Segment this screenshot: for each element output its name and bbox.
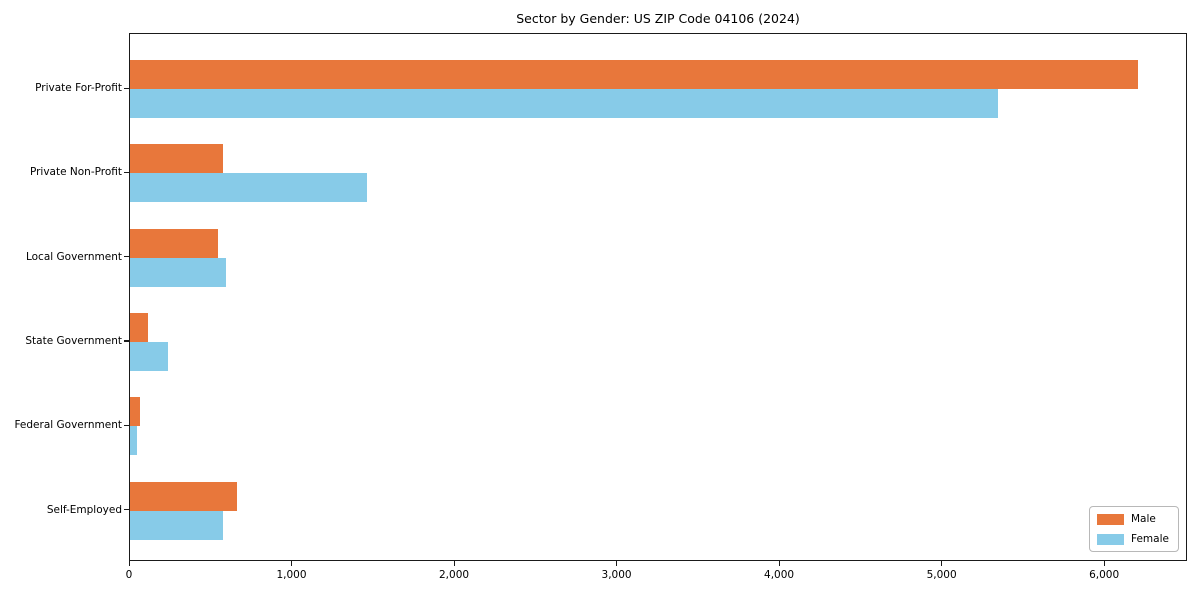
y-tick-mark: [124, 256, 129, 258]
bar-female-private-for-profit: [130, 89, 998, 118]
x-tick-label: 0: [125, 569, 133, 581]
x-tick-mark: [778, 561, 780, 566]
x-tick-mark: [616, 561, 618, 566]
x-tick-label: 5,000: [926, 569, 957, 581]
y-tick-label-state-government: State Government: [25, 334, 122, 347]
y-tick-mark: [124, 171, 129, 174]
y-tick-mark: [124, 340, 129, 342]
y-tick-label-private-for-profit: Private For-Profit: [35, 82, 122, 94]
x-tick-label: 2,000: [439, 569, 470, 581]
y-tick-label-private-non-profit: Private Non-Profit: [29, 166, 122, 179]
x-tick-mark: [128, 561, 130, 566]
legend: Male Female: [1089, 506, 1179, 552]
plot-area: [129, 33, 1187, 561]
y-tick-label-self-employed: Self-Employed: [46, 503, 122, 516]
x-tick-label: 6,000: [1089, 569, 1120, 581]
bar-male-federal-government: [130, 397, 140, 427]
x-tick-label: 4,000: [764, 569, 795, 581]
bar-male-private-non-profit: [130, 144, 224, 174]
bar-male-self-employed: [130, 481, 238, 511]
chart-title: Sector by Gender: US ZIP Code 04106 (202…: [516, 11, 800, 26]
bars-layer: [130, 34, 1186, 560]
legend-swatch-female-icon: [1097, 533, 1124, 545]
x-tick-mark: [453, 561, 455, 566]
y-tick-mark: [124, 87, 129, 89]
x-tick-label: 1,000: [276, 569, 307, 581]
bar-male-private-for-profit: [130, 60, 1138, 89]
bar-male-state-government: [130, 312, 148, 342]
legend-label-female: Female: [1131, 533, 1169, 545]
legend-swatch-male-icon: [1097, 513, 1124, 525]
y-tick-mark: [124, 509, 129, 511]
y-tick-mark: [124, 424, 129, 426]
bar-female-private-non-profit: [130, 173, 368, 203]
legend-item-female: Female: [1097, 533, 1171, 545]
x-tick-mark: [941, 561, 943, 566]
y-tick-label-local-government: Local Government: [25, 250, 122, 263]
y-tick-label-federal-government: Federal Government: [14, 419, 122, 432]
legend-label-male: Male: [1131, 513, 1156, 525]
bar-male-local-government: [130, 228, 218, 258]
bar-female-local-government: [130, 257, 226, 287]
x-tick-label: 3,000: [601, 569, 632, 581]
legend-item-male: Male: [1097, 513, 1171, 525]
bar-female-state-government: [130, 341, 169, 371]
bar-female-self-employed: [130, 510, 223, 540]
x-tick-mark: [1103, 561, 1105, 566]
x-tick-mark: [291, 561, 293, 566]
bar-female-federal-government: [130, 426, 138, 456]
